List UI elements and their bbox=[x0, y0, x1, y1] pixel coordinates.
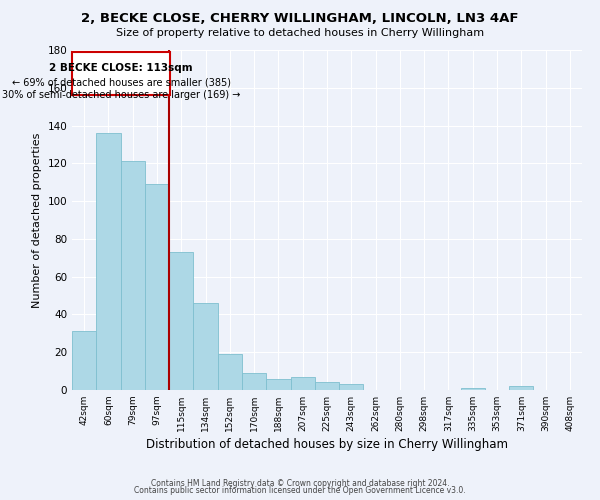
Bar bbox=[96, 133, 121, 390]
Text: Contains public sector information licensed under the Open Government Licence v3: Contains public sector information licen… bbox=[134, 486, 466, 495]
Text: 30% of semi-detached houses are larger (169) →: 30% of semi-detached houses are larger (… bbox=[2, 90, 241, 100]
Bar bbox=[169, 252, 193, 390]
Bar bbox=[145, 184, 169, 390]
Bar bbox=[121, 162, 145, 390]
X-axis label: Distribution of detached houses by size in Cherry Willingham: Distribution of detached houses by size … bbox=[146, 438, 508, 451]
Bar bbox=[72, 332, 96, 390]
Y-axis label: Number of detached properties: Number of detached properties bbox=[32, 132, 42, 308]
Bar bbox=[339, 384, 364, 390]
Bar bbox=[290, 377, 315, 390]
Bar bbox=[315, 382, 339, 390]
Bar bbox=[193, 303, 218, 390]
Text: Size of property relative to detached houses in Cherry Willingham: Size of property relative to detached ho… bbox=[116, 28, 484, 38]
Text: 2 BECKE CLOSE: 113sqm: 2 BECKE CLOSE: 113sqm bbox=[49, 63, 193, 73]
Bar bbox=[242, 373, 266, 390]
Bar bbox=[509, 386, 533, 390]
Bar bbox=[218, 354, 242, 390]
Bar bbox=[461, 388, 485, 390]
Text: Contains HM Land Registry data © Crown copyright and database right 2024.: Contains HM Land Registry data © Crown c… bbox=[151, 478, 449, 488]
Text: 2, BECKE CLOSE, CHERRY WILLINGHAM, LINCOLN, LN3 4AF: 2, BECKE CLOSE, CHERRY WILLINGHAM, LINCO… bbox=[81, 12, 519, 26]
FancyBboxPatch shape bbox=[72, 52, 170, 96]
Text: ← 69% of detached houses are smaller (385): ← 69% of detached houses are smaller (38… bbox=[11, 78, 230, 88]
Bar bbox=[266, 378, 290, 390]
